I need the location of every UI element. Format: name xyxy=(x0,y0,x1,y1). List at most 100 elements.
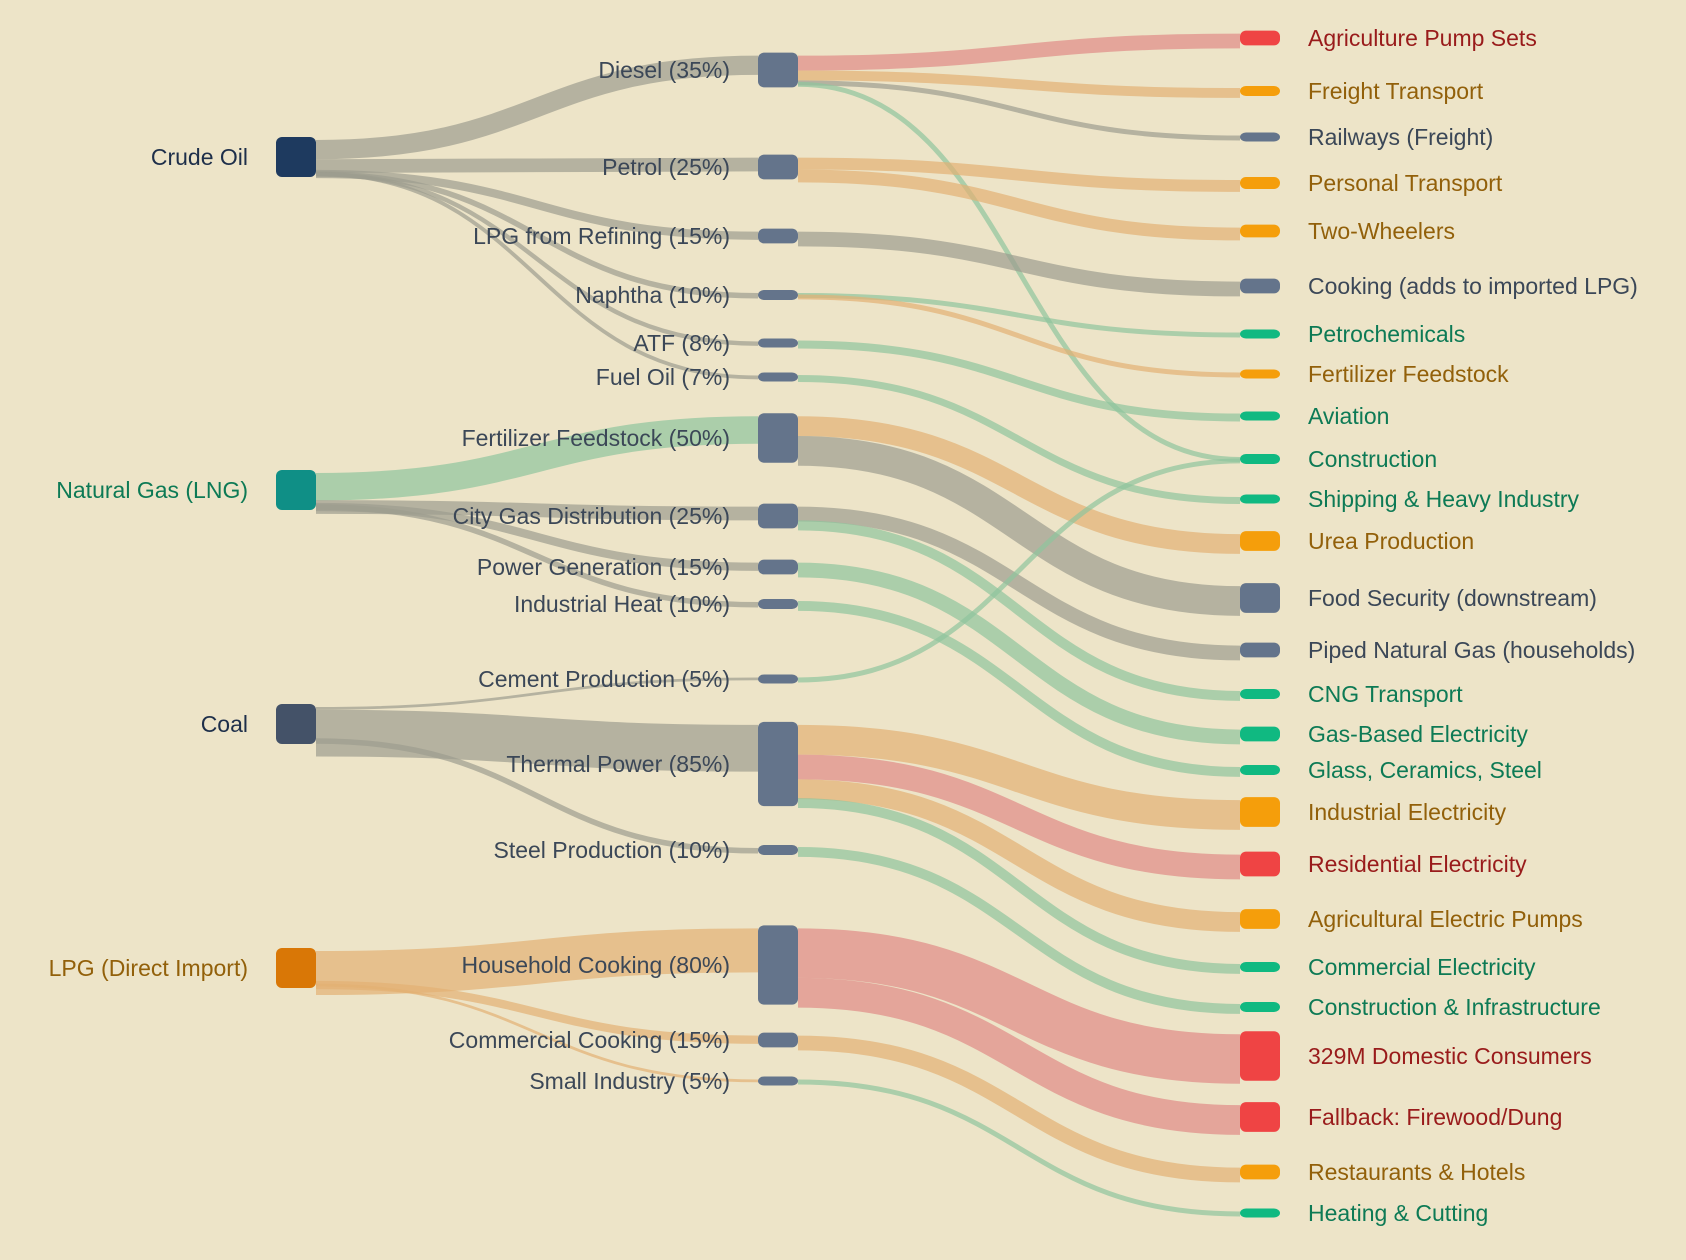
label-heating: Heating & Cutting xyxy=(1308,1200,1488,1226)
label-lpgref: LPG from Refining (15%) xyxy=(473,223,730,249)
node-domestic[interactable] xyxy=(1240,1031,1280,1081)
node-rail[interactable] xyxy=(1240,132,1280,142)
flow-lpg-to-comcook xyxy=(315,980,759,1044)
node-twowheel[interactable] xyxy=(1240,224,1280,238)
node-cooking[interactable] xyxy=(1240,278,1280,294)
node-fert[interactable] xyxy=(758,413,798,463)
label-domestic: 329M Domestic Consumers xyxy=(1308,1043,1592,1069)
flow-crude-to-diesel xyxy=(315,55,759,160)
flow-diesel-to-rail xyxy=(797,80,1241,141)
node-cement[interactable] xyxy=(758,674,798,684)
node-fertfeed[interactable] xyxy=(1240,369,1280,379)
flow-thermal-to-agelec xyxy=(797,779,1241,932)
label-personal: Personal Transport xyxy=(1308,170,1503,196)
node-agpump[interactable] xyxy=(1240,30,1280,46)
flow-gas-to-indheat xyxy=(315,504,759,608)
label-petrol: Petrol (25%) xyxy=(602,154,730,180)
node-gas[interactable] xyxy=(276,470,316,510)
node-food[interactable] xyxy=(1240,583,1280,613)
node-constinfra[interactable] xyxy=(1240,1002,1280,1012)
flow-naphtha-to-petchem xyxy=(797,293,1241,338)
node-heating[interactable] xyxy=(1240,1208,1280,1218)
label-png: Piped Natural Gas (households) xyxy=(1308,637,1635,663)
flow-crude-to-fueloil xyxy=(315,172,759,380)
label-thermal: Thermal Power (85%) xyxy=(506,751,730,777)
node-freight[interactable] xyxy=(1240,86,1280,96)
node-atf[interactable] xyxy=(758,338,798,348)
flow-crude-to-petrol xyxy=(315,157,759,173)
node-png[interactable] xyxy=(1240,642,1280,658)
label-naphtha: Naphtha (10%) xyxy=(575,282,730,308)
node-coal[interactable] xyxy=(276,704,316,744)
node-powergen[interactable] xyxy=(758,559,798,575)
label-petchem: Petrochemicals xyxy=(1308,321,1465,347)
flow-lpg-to-hhcook xyxy=(315,928,759,995)
node-gaselec[interactable] xyxy=(1240,726,1280,742)
label-reselec: Residential Electricity xyxy=(1308,851,1527,877)
label-aviation: Aviation xyxy=(1308,403,1389,429)
label-comcook: Commercial Cooking (15%) xyxy=(449,1027,730,1053)
node-agelec[interactable] xyxy=(1240,909,1280,929)
node-smallind[interactable] xyxy=(758,1076,798,1086)
node-labels: Crude Oil Natural Gas (LNG) Coal LPG (Direc… xyxy=(49,25,1638,1226)
node-petrol[interactable] xyxy=(758,154,798,180)
label-fertfeed: Fertilizer Feedstock xyxy=(1308,361,1509,387)
node-personal[interactable] xyxy=(1240,177,1280,189)
node-construction[interactable] xyxy=(1240,454,1280,464)
flow-atf-to-aviation xyxy=(797,340,1241,422)
node-reselec[interactable] xyxy=(1240,851,1280,877)
flow-diesel-to-agpump xyxy=(797,33,1241,71)
label-cement: Cement Production (5%) xyxy=(478,666,730,692)
node-fueloil[interactable] xyxy=(758,372,798,382)
node-hhcook[interactable] xyxy=(758,925,798,1005)
flow-comcook-to-restaurants xyxy=(797,1035,1241,1183)
flow-powergen-to-gaselec xyxy=(797,562,1241,745)
label-atf: ATF (8%) xyxy=(633,330,730,356)
flow-petrol-to-twowheel xyxy=(797,169,1241,241)
label-firewood: Fallback: Firewood/Dung xyxy=(1308,1104,1562,1130)
node-diesel[interactable] xyxy=(758,52,798,88)
node-glass[interactable] xyxy=(1240,765,1280,775)
flow-naphtha-to-fertfeed xyxy=(797,294,1241,378)
label-smallind: Small Industry (5%) xyxy=(529,1068,730,1094)
label-food: Food Security (downstream) xyxy=(1308,585,1597,611)
label-hhcook: Household Cooking (80%) xyxy=(462,952,731,978)
node-thermal[interactable] xyxy=(758,721,798,807)
label-agelec: Agricultural Electric Pumps xyxy=(1308,906,1583,932)
node-shipping[interactable] xyxy=(1240,494,1280,504)
flow-fert-to-food xyxy=(797,436,1241,616)
node-comcook[interactable] xyxy=(758,1032,798,1048)
label-constinfra: Construction & Infrastructure xyxy=(1308,994,1601,1020)
label-agpump: Agriculture Pump Sets xyxy=(1308,25,1537,51)
flow-hhcook-to-domestic xyxy=(797,928,1241,1084)
node-restaurants[interactable] xyxy=(1240,1164,1280,1180)
node-petchem[interactable] xyxy=(1240,329,1280,339)
node-crude[interactable] xyxy=(276,137,316,177)
flow-lpgref-to-cooking xyxy=(797,231,1241,297)
node-naphtha[interactable] xyxy=(758,290,798,300)
node-cng[interactable] xyxy=(1240,689,1280,699)
label-diesel: Diesel (35%) xyxy=(598,57,730,83)
flow-coal-to-cement xyxy=(315,677,759,710)
node-indelec[interactable] xyxy=(1240,797,1280,827)
flow-smallind-to-heating xyxy=(797,1079,1241,1217)
flow-gas-to-fert xyxy=(315,416,759,501)
node-lpg[interactable] xyxy=(276,948,316,988)
label-cooking: Cooking (adds to imported LPG) xyxy=(1308,273,1638,299)
node-steel[interactable] xyxy=(758,845,798,855)
label-powergen: Power Generation (15%) xyxy=(477,554,730,580)
label-glass: Glass, Ceramics, Steel xyxy=(1308,757,1542,783)
label-cng: CNG Transport xyxy=(1308,681,1463,707)
node-citygas[interactable] xyxy=(758,503,798,529)
node-urea[interactable] xyxy=(1240,531,1280,551)
label-shipping: Shipping & Heavy Industry xyxy=(1308,486,1580,512)
label-fueloil: Fuel Oil (7%) xyxy=(596,364,730,390)
label-gaselec: Gas-Based Electricity xyxy=(1308,721,1528,747)
node-indheat[interactable] xyxy=(758,599,798,609)
node-lpgref[interactable] xyxy=(758,228,798,244)
flow-thermal-to-reselec xyxy=(797,754,1241,880)
node-firewood[interactable] xyxy=(1240,1102,1280,1132)
node-aviation[interactable] xyxy=(1240,411,1280,421)
node-comelec[interactable] xyxy=(1240,962,1280,972)
